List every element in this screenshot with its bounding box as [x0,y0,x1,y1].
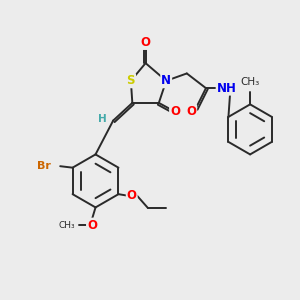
Text: S: S [127,74,135,87]
Text: O: O [87,219,97,232]
Text: H: H [98,114,106,124]
Text: CH₃: CH₃ [241,77,260,87]
Text: O: O [127,189,137,202]
Text: O: O [170,105,180,118]
Text: CH₃: CH₃ [59,220,76,230]
Text: O: O [141,36,151,49]
Text: Br: Br [37,161,50,171]
Text: N: N [161,74,171,87]
Text: O: O [186,105,196,118]
Text: NH: NH [217,82,236,95]
